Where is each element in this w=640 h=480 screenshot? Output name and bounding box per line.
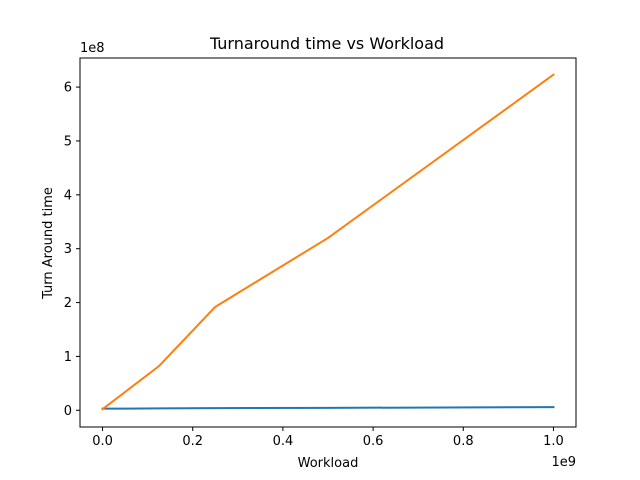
- plot-frame: [79, 57, 577, 428]
- chart-title: Turnaround time vs Workload: [209, 34, 444, 53]
- series-layer: [101, 73, 555, 411]
- y-tick-label: 4: [64, 188, 72, 203]
- y-tick-label: 1: [64, 350, 72, 365]
- x-axis-label: Workload: [298, 456, 359, 471]
- y-tick-label: 0: [64, 404, 72, 419]
- y-offset-label: 1e8: [80, 41, 105, 56]
- y-tick-label: 6: [64, 81, 72, 96]
- x-tick-label: 0.0: [92, 434, 113, 449]
- series-line-1: [101, 406, 555, 410]
- x-tick-label: 0.4: [273, 434, 294, 449]
- y-tick-label: 3: [64, 242, 72, 257]
- y-tick-label: 5: [64, 134, 72, 149]
- x-tick-label: 0.2: [182, 434, 203, 449]
- x-tick-label: 0.6: [363, 434, 384, 449]
- x-tick-label: 0.8: [453, 434, 474, 449]
- x-offset-label: 1e9: [551, 455, 576, 470]
- y-tick-label: 2: [64, 296, 72, 311]
- y-axis-label: Turn Around time: [41, 187, 56, 300]
- x-tick-label: 1.0: [543, 434, 564, 449]
- series-line-2: [101, 73, 555, 411]
- tick-layer: 0.0 0.2 0.4 0.6 0.8 1.0 0 1 2 3 4 5 6: [64, 81, 564, 449]
